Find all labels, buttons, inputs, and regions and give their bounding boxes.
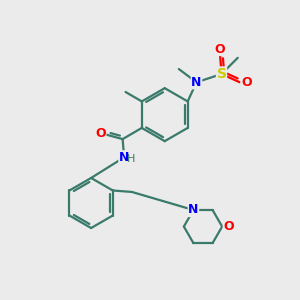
Text: H: H <box>126 154 135 164</box>
Text: O: O <box>241 76 252 89</box>
Text: O: O <box>95 127 106 140</box>
Text: N: N <box>119 151 129 164</box>
Text: N: N <box>191 76 202 89</box>
Text: S: S <box>217 67 226 81</box>
Text: N: N <box>188 203 199 217</box>
Text: O: O <box>215 43 225 56</box>
Text: O: O <box>223 220 234 233</box>
